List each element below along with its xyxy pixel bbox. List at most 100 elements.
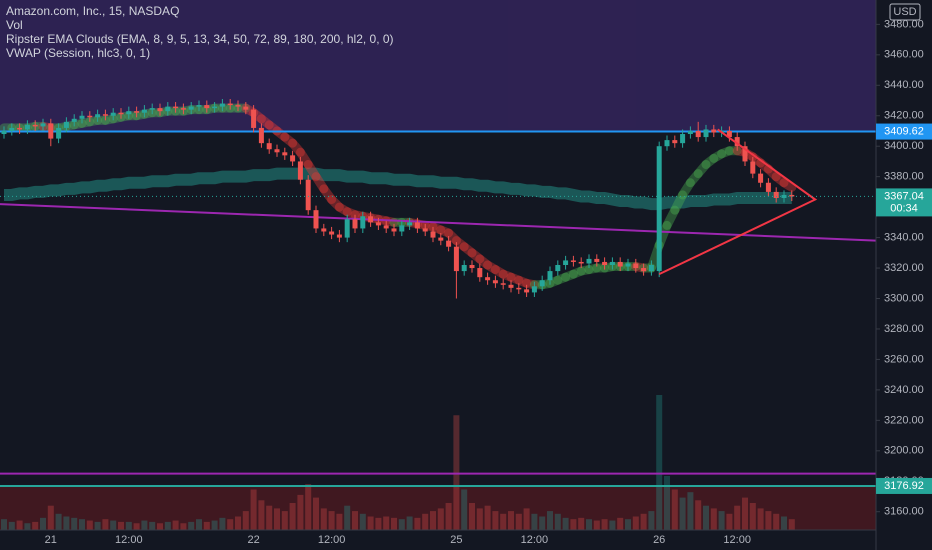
candle-body	[258, 127, 264, 144]
ema-cloud-segment	[506, 272, 524, 285]
volume-bar	[734, 505, 741, 530]
candle-body	[734, 137, 740, 147]
y-tick-label: 3280.00	[884, 323, 924, 335]
volume-bar	[609, 520, 616, 530]
volume-bar	[125, 521, 132, 530]
candle-body	[305, 179, 311, 211]
triangle-drawing	[658, 128, 818, 276]
price-label-box	[876, 123, 932, 140]
y-tick-label: 3480.00	[884, 18, 924, 30]
y-tick-label: 3380.00	[884, 171, 924, 183]
volume-bar	[383, 516, 390, 530]
ema-cloud-segment	[436, 225, 454, 238]
candle-body	[180, 108, 186, 110]
candle-body	[188, 106, 194, 110]
volume-bar	[742, 497, 748, 530]
trend-line	[0, 203, 877, 242]
volume-bar	[110, 520, 117, 530]
volume-bar	[640, 513, 647, 530]
candle-body	[765, 182, 771, 192]
ema-cloud-segment	[85, 115, 103, 127]
candle-body	[1, 130, 7, 135]
ema-cloud-segment	[779, 178, 797, 192]
volume-bar	[16, 520, 23, 530]
candle-body	[344, 219, 350, 238]
candle-body	[196, 105, 202, 107]
candle-body	[789, 194, 795, 197]
candle-body	[399, 225, 405, 232]
volume-bar	[430, 511, 436, 530]
candle-body	[531, 286, 537, 293]
volume-bar	[102, 519, 109, 530]
volume-bar	[749, 503, 756, 530]
volume-bar	[164, 521, 171, 530]
volume-bar	[414, 517, 421, 530]
ema-cloud-segment	[490, 265, 508, 279]
candle-body	[126, 111, 132, 115]
ema-cloud-segment	[132, 109, 149, 121]
zone	[0, 485, 876, 530]
x-tick-label: 26	[653, 534, 665, 546]
volume-bar	[305, 484, 312, 530]
ema-cloud-segment	[295, 147, 313, 169]
chart-title: Amazon.com, Inc., 15, NASDAQ	[6, 4, 179, 18]
candle-body	[477, 268, 483, 278]
candle-body	[243, 106, 249, 110]
ema-cloud-segment	[451, 236, 469, 252]
candle-body	[695, 130, 701, 138]
ema-cloud-segment	[327, 195, 344, 212]
candle-body	[578, 261, 584, 264]
ema-cloud-segment	[139, 108, 157, 119]
volume-bar	[508, 511, 514, 530]
price-label: 3409.62	[884, 125, 924, 137]
candle-body	[329, 231, 335, 235]
ema-cloud-segment	[100, 114, 118, 125]
ema-cloud-segment	[685, 169, 703, 188]
volume-bar	[453, 415, 460, 530]
y-tick-label: 3300.00	[884, 292, 924, 304]
price-label: 3367.04	[884, 190, 924, 202]
candle-body	[414, 222, 420, 229]
volume-bar	[601, 519, 608, 530]
volume-bar	[211, 520, 218, 530]
volume-bar	[94, 521, 101, 530]
candle-body	[516, 287, 522, 290]
volume-bar	[492, 511, 499, 530]
volume-bar	[469, 503, 475, 530]
volume-bar	[40, 517, 46, 530]
candle-body	[375, 222, 381, 226]
y-tick-label: 3160.00	[884, 506, 924, 518]
volume-bar	[281, 511, 288, 530]
candle-body	[336, 234, 342, 238]
zone	[0, 0, 876, 132]
candle-body	[290, 155, 296, 162]
ema-cloud-segment	[428, 222, 446, 235]
volume-bar	[86, 520, 93, 530]
candle-body	[586, 258, 592, 264]
currency: USD	[893, 6, 916, 18]
volume-bar	[344, 505, 351, 530]
volume-bar	[320, 508, 327, 530]
volume-bar	[32, 521, 39, 530]
volume-bar	[781, 516, 787, 530]
candle-body	[469, 265, 475, 269]
volume-bar	[297, 494, 304, 530]
candle-body	[165, 106, 171, 112]
ema-cloud-segment	[288, 138, 305, 157]
volume-bar	[398, 519, 405, 530]
volume-bar	[336, 513, 343, 530]
ema-cloud-segment	[202, 103, 220, 115]
candle-body	[664, 140, 670, 147]
volume-bar	[375, 517, 382, 530]
candle-body	[508, 284, 514, 288]
candle-body	[555, 265, 561, 272]
ema-cloud-segment	[709, 149, 727, 163]
candle-body	[438, 237, 444, 241]
y-tick-label: 3220.00	[884, 414, 924, 426]
volume-bar	[47, 505, 54, 530]
volume-bar	[664, 476, 670, 530]
volume-bar	[539, 516, 546, 530]
price-label-box	[876, 188, 932, 217]
ema-cloud-segment	[662, 205, 680, 230]
